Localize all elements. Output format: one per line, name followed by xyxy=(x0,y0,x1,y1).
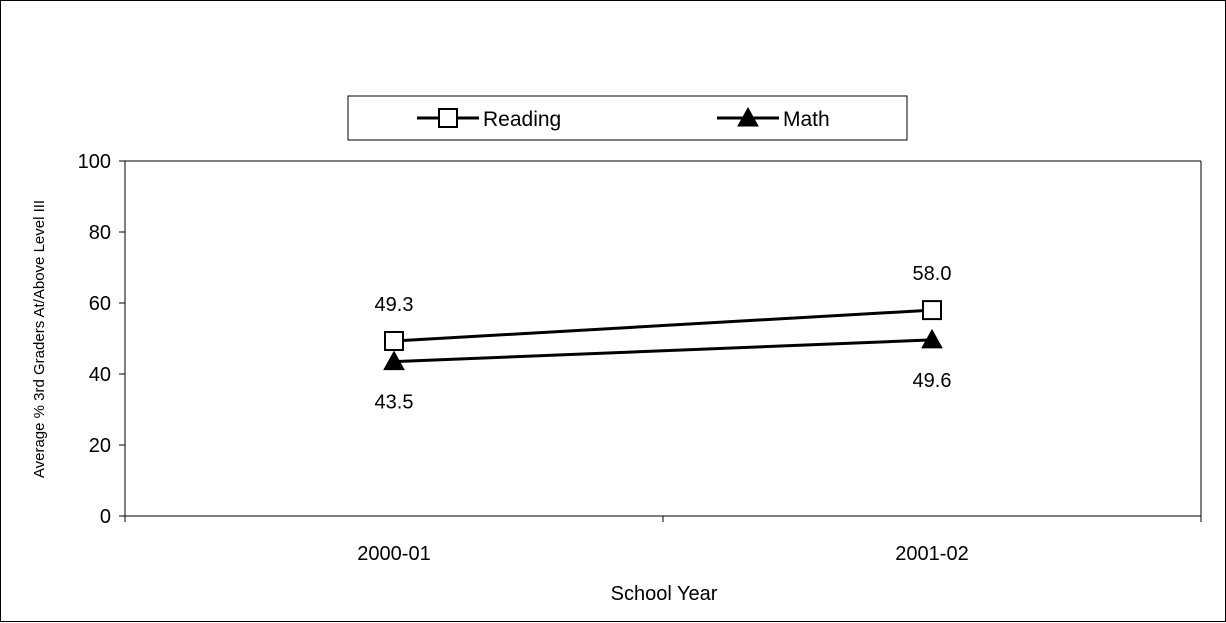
legend-marker-reading xyxy=(438,108,458,128)
data-point-reading xyxy=(922,300,942,321)
data-point-math xyxy=(921,328,943,349)
x-tick-label: 2001-02 xyxy=(895,543,968,565)
y-tick-label: 40 xyxy=(89,364,111,386)
y-axis-ticks: 0 20 40 60 80 100 xyxy=(78,151,125,528)
y-tick-label: 20 xyxy=(89,435,111,457)
x-axis-ticks: 2000-01 2001-02 xyxy=(124,516,1202,565)
data-point-math xyxy=(383,350,405,371)
legend-label-math: Math xyxy=(783,108,830,131)
y-axis-title: Average % 3rd Graders At/Above Level III xyxy=(31,200,48,478)
y-tick-label: 60 xyxy=(89,293,111,315)
x-tick-label: 2000-01 xyxy=(357,543,430,565)
legend: Reading Math xyxy=(347,95,908,141)
series-line-reading xyxy=(393,308,933,343)
data-label-reading: 49.3 xyxy=(375,294,414,316)
data-point-reading xyxy=(384,330,404,351)
y-tick-label: 100 xyxy=(78,151,111,173)
legend-marker-math xyxy=(737,106,759,127)
series-layer: 49.3 58.0 43.5 49.6 xyxy=(375,263,952,413)
y-tick-label: 80 xyxy=(89,222,111,244)
data-label-reading: 58.0 xyxy=(913,263,952,285)
y-tick-label: 0 xyxy=(100,506,111,528)
data-label-math: 49.6 xyxy=(913,370,952,392)
series-line-math xyxy=(393,338,933,364)
x-axis-title: School Year xyxy=(611,583,718,605)
legend-label-reading: Reading xyxy=(483,108,561,131)
data-label-math: 43.5 xyxy=(375,392,414,414)
